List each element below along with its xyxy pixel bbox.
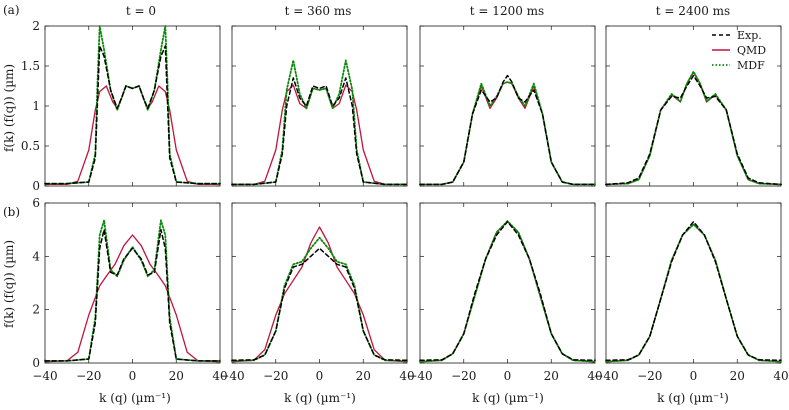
panel: −40 −20 0 20 40: [407, 202, 603, 383]
x-tick-label: 40: [212, 369, 227, 383]
panel: [605, 25, 782, 187]
x-tick-label: 40: [399, 369, 414, 383]
panel: [231, 25, 408, 187]
x-tick-label: −40: [407, 369, 432, 383]
y-tick-label: 0.5: [21, 139, 40, 153]
x-tick-label: −20: [263, 369, 288, 383]
panel: −40 −20 0 20 40 0 2 4 6: [32, 196, 227, 383]
x-tick-label: 20: [730, 369, 745, 383]
series-line-mdf: [605, 223, 782, 363]
x-axis-label: k (q) (µm⁻¹): [472, 391, 544, 405]
panel: 0 0.5 1 1.5 2: [21, 19, 221, 193]
x-tick-label: −40: [593, 369, 618, 383]
y-axis-label: f(k) (f(q)) (µm): [2, 64, 16, 152]
y-tick-label: 2: [32, 19, 40, 33]
x-tick-label: 20: [356, 369, 371, 383]
column-title: t = 360 ms: [285, 4, 352, 18]
series-line-exp: [419, 220, 596, 362]
series-line-exp: [419, 74, 596, 186]
legend-label-qmd: QMD: [737, 44, 766, 57]
column-title: t = 1200 ms: [470, 4, 544, 18]
y-tick-label: 0: [32, 356, 40, 370]
x-tick-label: 0: [690, 369, 698, 383]
panel-frame: [44, 25, 221, 187]
legend-label-exp: Exp.: [737, 29, 762, 42]
panel-frame: [419, 202, 596, 364]
panel: −40 −20 0 20 40: [593, 202, 789, 383]
y-tick-label: 4: [32, 249, 40, 263]
y-tick-label: 0: [32, 179, 40, 193]
panel-frame: [44, 202, 221, 364]
series-line-exp: [231, 247, 408, 362]
x-tick-label: 40: [587, 369, 602, 383]
x-tick-label: 40: [773, 369, 788, 383]
y-tick-label: 6: [32, 196, 40, 210]
series-line-exp: [44, 228, 221, 362]
x-tick-label: −20: [451, 369, 476, 383]
panel-frame: [605, 25, 782, 187]
panel: −40 −20 0 20 40: [219, 202, 415, 383]
series-line-exp: [231, 77, 408, 186]
series-line-qmd: [44, 234, 221, 363]
x-tick-label: 20: [169, 369, 184, 383]
x-tick-label: −40: [219, 369, 244, 383]
x-tick-label: −20: [76, 369, 101, 383]
x-axis-label: k (q) (µm⁻¹): [284, 391, 356, 405]
legend: Exp. QMD MDF: [712, 29, 766, 72]
x-tick-label: 20: [544, 369, 559, 383]
x-tick-label: 0: [129, 369, 137, 383]
series-line-exp: [605, 220, 782, 362]
column-title: t = 0: [126, 4, 156, 18]
column-title: t = 2400 ms: [656, 4, 730, 18]
y-tick-label: 1.5: [21, 59, 40, 73]
x-tick-label: −40: [32, 369, 57, 383]
panel-frame: [231, 25, 408, 187]
panel-frame: [231, 202, 408, 364]
y-axis-label: f(k) (f(q)) (µm): [2, 240, 16, 328]
row-label: (a): [3, 3, 20, 17]
series-line-exp: [605, 74, 782, 186]
series-line-exp: [44, 45, 221, 185]
y-tick-label: 2: [32, 303, 40, 317]
x-tick-label: −20: [637, 369, 662, 383]
row-label: (b): [3, 205, 20, 219]
y-tick-label: 1: [32, 99, 40, 113]
panel-frame: [419, 25, 596, 187]
series-line-qmd: [231, 226, 408, 363]
legend-label-mdf: MDF: [737, 59, 765, 72]
panel-frame: [605, 202, 782, 364]
x-tick-label: 0: [504, 369, 512, 383]
x-axis-label: k (q) (µm⁻¹): [99, 391, 171, 405]
panel: [419, 25, 596, 187]
x-axis-label: k (q) (µm⁻¹): [657, 391, 729, 405]
x-tick-label: 0: [316, 369, 324, 383]
